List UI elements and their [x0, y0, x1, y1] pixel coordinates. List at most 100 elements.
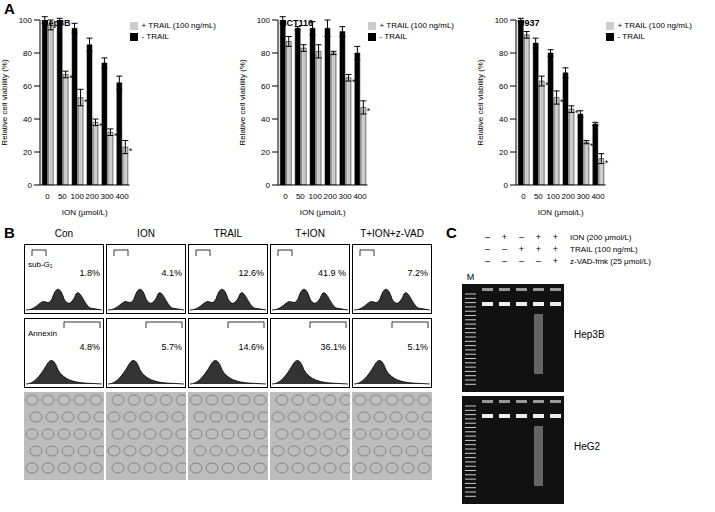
svg-text:300: 300	[338, 192, 352, 201]
svg-text:80: 80	[23, 49, 32, 58]
svg-text:+: +	[553, 232, 558, 242]
svg-text:80: 80	[261, 49, 270, 58]
svg-text:5.7%: 5.7%	[161, 342, 182, 352]
svg-text:0: 0	[521, 192, 526, 201]
svg-text:100: 100	[495, 16, 509, 25]
svg-text:+: +	[553, 244, 558, 254]
svg-text:ION (μmol/L): ION (μmol/L)	[538, 208, 584, 217]
svg-text:HeG2: HeG2	[574, 441, 601, 452]
svg-text:*: *	[590, 141, 594, 151]
svg-text:z-VAD-fmk (25 μmol/L): z-VAD-fmk (25 μmol/L)	[570, 257, 651, 266]
svg-text:100: 100	[309, 192, 323, 201]
svg-text:20: 20	[261, 148, 270, 157]
svg-text:*: *	[99, 121, 103, 131]
svg-text:100: 100	[71, 192, 85, 201]
svg-text:36.1%: 36.1%	[320, 342, 346, 352]
svg-text:M: M	[467, 272, 475, 282]
svg-text:7.2%: 7.2%	[407, 268, 428, 278]
html-text:C: C	[446, 224, 457, 241]
svg-text:TRAIL (100 ng/mL): TRAIL (100 ng/mL)	[570, 245, 638, 254]
svg-text:*: *	[367, 106, 371, 116]
svg-text:0: 0	[504, 181, 509, 190]
svg-text:50: 50	[534, 192, 543, 201]
svg-text:100: 100	[547, 192, 561, 201]
svg-text:–: –	[485, 232, 490, 242]
svg-text:Relative cell viability (%): Relative cell viability (%)	[0, 59, 9, 146]
html-text:B: B	[4, 224, 15, 241]
svg-text:–: –	[519, 256, 524, 266]
svg-text:200: 200	[86, 192, 100, 201]
svg-text:14.6%: 14.6%	[238, 342, 264, 352]
html-text:TRAIL: TRAIL	[213, 228, 243, 239]
svg-text:ION (μmol/L): ION (μmol/L)	[62, 208, 108, 217]
svg-text:0: 0	[266, 181, 271, 190]
svg-text:50: 50	[296, 192, 305, 201]
svg-text:–: –	[519, 232, 524, 242]
svg-text:40: 40	[261, 115, 270, 124]
svg-text:300: 300	[100, 192, 114, 201]
svg-text:4.8%: 4.8%	[79, 342, 100, 352]
svg-text:0: 0	[283, 192, 288, 201]
svg-text:–: –	[502, 256, 507, 266]
svg-text:–: –	[536, 256, 541, 266]
svg-text:60: 60	[261, 82, 270, 91]
svg-text:100: 100	[19, 16, 33, 25]
html-text:U937: U937	[518, 18, 540, 28]
html-text:A: A	[4, 0, 15, 17]
html-text:+ TRAIL (100 ng/mL): + TRAIL (100 ng/mL)	[141, 21, 216, 30]
svg-text:80: 80	[499, 49, 508, 58]
html-text:T+ION+z-VAD: T+ION+z-VAD	[360, 228, 424, 239]
svg-text:1.8%: 1.8%	[79, 268, 100, 278]
svg-text:0: 0	[28, 181, 33, 190]
svg-text:40: 40	[499, 115, 508, 124]
html-text:Hep3B: Hep3B	[42, 18, 71, 28]
svg-text:200: 200	[324, 192, 338, 201]
svg-text:*: *	[352, 77, 356, 87]
svg-text:*: *	[560, 97, 564, 107]
html-text:HCT116: HCT116	[280, 18, 313, 28]
svg-text:*: *	[114, 131, 118, 141]
html-text:Con: Con	[54, 228, 74, 239]
svg-text:ION (200 μmol/L): ION (200 μmol/L)	[570, 233, 632, 242]
svg-text:sub-G₁: sub-G₁	[28, 260, 53, 269]
svg-text:100: 100	[257, 16, 271, 25]
svg-text:4.1%: 4.1%	[161, 268, 182, 278]
svg-text:41.9 %: 41.9 %	[318, 268, 346, 278]
svg-text:*: *	[575, 108, 579, 118]
svg-text:200: 200	[562, 192, 576, 201]
svg-text:ION (μmol/L): ION (μmol/L)	[300, 208, 346, 217]
html-text:- TRAIL: - TRAIL	[141, 32, 169, 41]
svg-text:–: –	[485, 244, 490, 254]
svg-text:*: *	[69, 73, 73, 83]
svg-text:20: 20	[499, 148, 508, 157]
svg-text:400: 400	[353, 192, 367, 201]
html-text:ION: ION	[137, 228, 155, 239]
svg-text:40: 40	[23, 115, 32, 124]
svg-text:+: +	[536, 232, 541, 242]
svg-text:12.6%: 12.6%	[238, 268, 264, 278]
svg-text:+: +	[502, 232, 507, 242]
svg-text:60: 60	[499, 82, 508, 91]
svg-text:Annexin: Annexin	[28, 329, 57, 338]
svg-text:+: +	[553, 256, 558, 266]
svg-text:*: *	[129, 146, 133, 156]
svg-text:5.1%: 5.1%	[407, 342, 428, 352]
svg-text:+: +	[519, 244, 524, 254]
svg-text:*: *	[605, 158, 609, 168]
svg-text:–: –	[485, 256, 490, 266]
svg-text:Relative cell viability (%): Relative cell viability (%)	[238, 59, 247, 146]
svg-text:*: *	[545, 80, 549, 90]
svg-text:+: +	[536, 244, 541, 254]
html-text:T+ION: T+ION	[295, 228, 325, 239]
svg-text:60: 60	[23, 82, 32, 91]
svg-text:–: –	[502, 244, 507, 254]
svg-text:20: 20	[23, 148, 32, 157]
svg-text:400: 400	[115, 192, 129, 201]
svg-text:400: 400	[591, 192, 605, 201]
svg-text:300: 300	[576, 192, 590, 201]
svg-text:Relative cell viability (%): Relative cell viability (%)	[476, 59, 485, 146]
svg-text:0: 0	[45, 192, 50, 201]
svg-text:*: *	[84, 97, 88, 107]
svg-text:50: 50	[58, 192, 67, 201]
svg-text:Hep3B: Hep3B	[574, 329, 605, 340]
